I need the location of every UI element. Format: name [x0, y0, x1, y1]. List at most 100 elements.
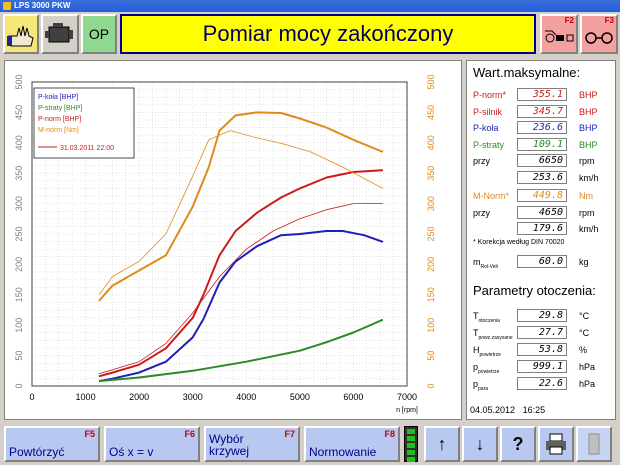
app-icon — [3, 2, 11, 10]
page-title: Pomiar mocy zakończony — [120, 14, 536, 54]
ambient-row-2-sub: powietrze — [479, 351, 501, 358]
max-row-5-value: 253.6 — [517, 170, 567, 184]
y-right-tick-label: 200 — [426, 257, 436, 272]
y-left-tick-label: 400 — [14, 135, 24, 150]
ambient-row-0-sub: otoczenia — [478, 317, 500, 324]
curve-select-button[interactable]: F7 Wybór krzywej — [204, 426, 300, 462]
top-toolbar: OP Pomiar mocy zakończony F2 F3 — [0, 12, 620, 58]
torque-row-0: M-Norm* 449.8 Nm — [473, 189, 613, 203]
x-tick-label: 3000 — [183, 392, 203, 402]
hand-button[interactable] — [3, 14, 39, 54]
max-row-0-label: P-norm* — [473, 90, 507, 100]
results-panel: Wart.maksymalne: P-norm* 355.1 BHP P-silnik… — [466, 60, 616, 420]
x-tick-label: 6000 — [343, 392, 363, 402]
series-line-2 — [98, 169, 383, 378]
max-row-2: P-koła 236.6 BHP — [473, 121, 613, 135]
legend-item-3: M-norm [Nm] — [38, 127, 79, 134]
y-right-tick-label: 250 — [426, 226, 436, 241]
rollers-icon — [585, 32, 613, 44]
window-title: LPS 3000 PKW — [14, 1, 71, 10]
y-left-tick-label: 200 — [14, 257, 24, 272]
ambient-row-4-unit: hPa — [579, 379, 596, 389]
time: 16:25 — [522, 405, 546, 415]
max-row-3-value: 109.1 — [517, 137, 567, 151]
status-leds — [404, 426, 418, 462]
x-tick-label: 1000 — [76, 392, 96, 402]
op-button[interactable]: OP — [81, 14, 117, 54]
max-row-4-value: 6650 — [517, 154, 567, 167]
x-tick-label: 4000 — [236, 392, 256, 402]
y-left-tick-label: 50 — [14, 351, 24, 361]
max-row-2-value: 236.6 — [517, 121, 567, 134]
f3-key-label: F3 — [604, 16, 614, 25]
max-row-5-unit: km/h — [579, 172, 599, 183]
series-line-0 — [98, 230, 384, 383]
y-left-tick-label: 500 — [14, 74, 24, 89]
y-right-tick-label: 150 — [426, 287, 436, 302]
max-row-5: 253.6 km/h — [473, 170, 613, 185]
ambient-row-0-value: 29.8 — [517, 309, 567, 322]
torque-row-2: 179.6 km/h — [473, 222, 613, 236]
date: 04.05.2012 — [470, 405, 516, 415]
ambient-row-2-value: 53.8 — [517, 343, 567, 356]
y-right-tick-label: 300 — [426, 196, 436, 211]
up-button[interactable]: ↑ — [424, 426, 460, 462]
y-right-tick-label: 0 — [426, 383, 436, 388]
door-icon — [588, 433, 600, 455]
f2-key-label: F2 — [564, 16, 574, 25]
max-row-4: przy 6650 rpm — [473, 154, 613, 168]
y-left-tick-label: 300 — [14, 196, 24, 211]
ambient-row-4-sub: para — [478, 385, 489, 392]
f2-button[interactable]: F2 — [540, 14, 578, 54]
disabled-button[interactable] — [576, 426, 612, 462]
f3-button[interactable]: F3 — [580, 14, 618, 54]
ambient-row-3-value: 999.1 — [517, 360, 567, 373]
max-row-4-unit: rpm — [579, 156, 595, 166]
power-chart: 0 1000 2000 3000 4000 5000 6000 7000 0 50 100 150 20… — [4, 60, 462, 420]
ambient-row-1-sub: powz.zasysane — [478, 334, 513, 341]
ambient-row-3-label: ppowietrze — [473, 362, 500, 375]
max-row-0-unit: BHP — [579, 90, 598, 100]
repeat-button[interactable]: F5 Powtórzyć — [4, 426, 100, 462]
mass-sub: Rol-Veh — [480, 263, 499, 270]
max-row-1-unit: BHP — [579, 106, 598, 117]
ambient-row-3: ppowietrze 999.1 hPa — [473, 360, 613, 375]
ambient-row-3-sub: powietrze — [478, 368, 500, 375]
normalize-button[interactable]: F8 Normowanie — [304, 426, 400, 462]
correction-note: * Korekcja według DIN 70020 — [473, 239, 565, 246]
ambient-row-4-value: 22.6 — [517, 377, 567, 390]
torque-row-0-label: M-Norm* — [473, 191, 509, 201]
printer-icon — [546, 433, 566, 455]
down-arrow-icon: ↓ — [475, 433, 485, 454]
print-button[interactable] — [538, 426, 574, 462]
max-row-3-label: P-straty — [473, 139, 505, 150]
ambient-row-3-unit: hPa — [579, 362, 596, 372]
engine-button[interactable] — [41, 14, 79, 54]
ambient-row-2-unit: % — [579, 345, 588, 355]
axis-button[interactable]: F6 Oś x = v — [104, 426, 200, 462]
chart-svg: 0 1000 2000 3000 4000 5000 6000 700005010015020… — [14, 74, 436, 414]
torque-row-0-value: 449.8 — [517, 189, 567, 202]
x-tick-label: 2000 — [129, 392, 149, 402]
help-button[interactable]: ? — [500, 426, 536, 462]
x-tick-label: 5000 — [290, 392, 310, 402]
series-line-4 — [98, 203, 383, 375]
y-left-tick-label: 450 — [14, 105, 24, 120]
ambient-row-4-label: ppara — [473, 379, 489, 392]
max-row-4-label: przy — [473, 156, 491, 166]
f7-key: F7 — [284, 429, 295, 439]
torque-row-2-unit: km/h — [579, 224, 599, 234]
help-icon: ? — [512, 433, 524, 454]
x-axis-label: n [rpm] — [396, 407, 418, 414]
mass-unit: kg — [579, 257, 589, 267]
torque-row-1-unit: rpm — [579, 207, 595, 218]
max-row-0-value: 355.1 — [517, 88, 567, 101]
engine-icon — [45, 23, 73, 43]
max-row-3: P-straty 109.1 BHP — [473, 137, 613, 152]
legend-item-4: 31.03.2011 22:00 — [60, 145, 114, 152]
down-button[interactable]: ↓ — [462, 426, 498, 462]
ambient-row-4: ppara 22.6 hPa — [473, 377, 613, 392]
x-tick-label: 7000 — [397, 392, 417, 402]
mass-row: mRol-Veh 60.0 kg — [473, 255, 613, 270]
ambient-row-1-unit: °C — [579, 328, 590, 338]
